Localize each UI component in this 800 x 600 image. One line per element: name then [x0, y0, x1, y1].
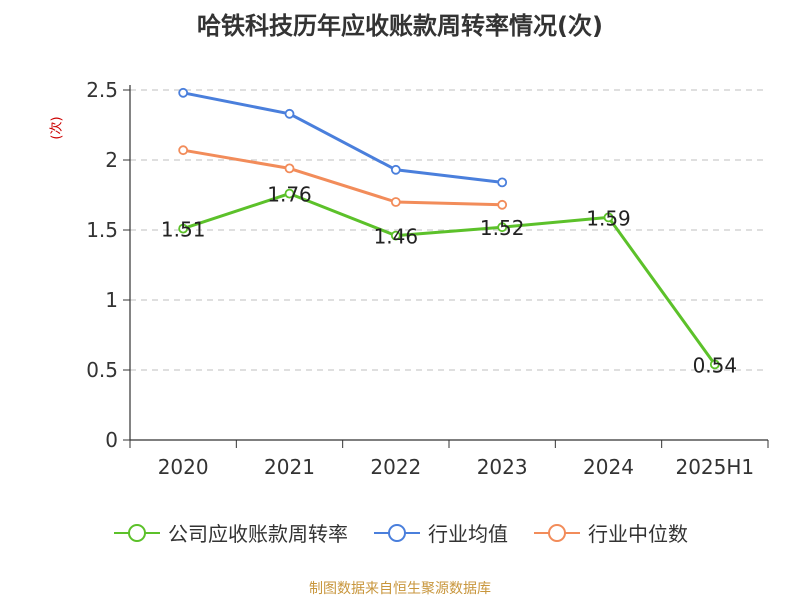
legend: 公司应收账款周转率 行业均值 行业中位数 [0, 518, 800, 547]
legend-label-company: 公司应收账款周转率 [168, 522, 348, 546]
y-tick-label-0: 0 [105, 428, 118, 452]
data-point-s2-3 [497, 199, 508, 210]
chart-title: 哈铁科技历年应收账款周转率情况(次) [197, 12, 603, 40]
x-tick-label-1: 2021 [264, 455, 315, 479]
series-line-0 [182, 192, 717, 366]
legend-label-industry-mean: 行业均值 [428, 522, 508, 546]
data-point-s0-1 [284, 188, 295, 199]
data-point-s2-2 [390, 197, 401, 207]
data-point-s1-3 [497, 177, 508, 188]
legend-marker-industry-median [534, 523, 580, 542]
series-line-1 [182, 91, 503, 184]
legend-marker-industry-mean [374, 523, 420, 542]
data-point-s0-3 [497, 222, 508, 233]
data-label-s0-5: 0.54 [693, 353, 738, 377]
x-tick-label-2: 2022 [370, 455, 421, 479]
y-tick-label-5: 2.5 [86, 78, 118, 102]
data-point-s1-1 [284, 108, 295, 119]
data-point-s0-0 [178, 223, 189, 234]
x-tick-label-4: 2024 [583, 455, 634, 479]
x-tick-label-5: 2025H1 [675, 455, 754, 479]
data-label-s0-1: 1.76 [267, 183, 312, 207]
series-line-2 [182, 148, 503, 207]
data-point-s0-5 [709, 359, 720, 370]
source-note: 制图数据来自恒生聚源数据库 [309, 581, 491, 597]
x-tick-label-3: 2023 [477, 455, 528, 479]
data-label-s0-0: 1.51 [161, 218, 206, 242]
data-point-s1-0 [178, 87, 189, 98]
data-point-s1-2 [390, 164, 401, 175]
data-label-s0-2: 1.46 [374, 225, 419, 249]
y-tick-label-3: 1.5 [86, 218, 118, 242]
data-label-s0-3: 1.52 [480, 216, 525, 240]
data-label-s0-4: 1.59 [586, 206, 631, 230]
x-tick-label-0: 2020 [158, 455, 209, 479]
legend-marker-company [114, 523, 160, 542]
legend-label-industry-median: 行业中位数 [588, 522, 688, 546]
y-tick-label-4: 2 [105, 148, 118, 172]
legend-item-industry-median[interactable]: 行业中位数 [532, 518, 688, 547]
data-point-s2-1 [284, 163, 295, 174]
legend-item-company[interactable]: 公司应收账款周转率 [112, 518, 348, 547]
y-tick-label-1: 0.5 [86, 358, 118, 382]
data-point-s0-4 [603, 212, 614, 223]
data-point-s2-0 [178, 145, 189, 156]
legend-item-industry-mean[interactable]: 行业均值 [372, 518, 508, 547]
y-tick-label-2: 1 [105, 288, 118, 312]
data-point-s0-2 [390, 230, 401, 241]
